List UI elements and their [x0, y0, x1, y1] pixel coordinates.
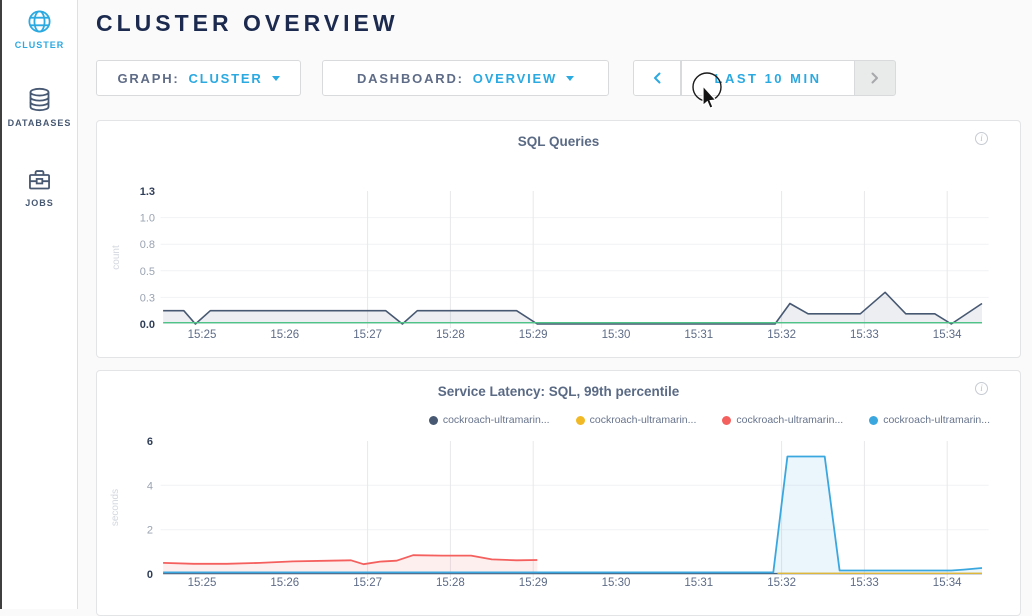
page-title: CLUSTER OVERVIEW [96, 10, 399, 36]
svg-text:1.0: 1.0 [140, 213, 155, 225]
chart-title: Service Latency: SQL, 99th percentile [437, 384, 680, 399]
chart-card-sql-queries: SQL Queries i 15:25 15:26 15:27 15:28 15:29 1… [96, 120, 1021, 358]
svg-text:15:26: 15:26 [270, 329, 299, 341]
briefcase-icon [29, 170, 50, 190]
svg-text:15:29: 15:29 [519, 329, 548, 341]
database-icon [29, 87, 50, 112]
time-prev-button[interactable] [633, 60, 681, 96]
time-range-selector: LAST 10 MIN [633, 60, 896, 96]
legend-dot-icon [722, 415, 732, 425]
svg-text:15:32: 15:32 [767, 329, 796, 341]
svg-text:15:25: 15:25 [188, 329, 217, 341]
globe-icon [28, 10, 51, 33]
chart-legend: cockroach-ultramarin... cockroach-ultrama… [428, 414, 990, 426]
legend-item[interactable]: cockroach-ultramarin... [722, 414, 843, 426]
svg-text:15:30: 15:30 [602, 577, 631, 589]
svg-text:15:27: 15:27 [353, 577, 382, 589]
svg-text:0.8: 0.8 [140, 239, 155, 251]
svg-text:15:33: 15:33 [850, 329, 879, 341]
info-icon[interactable]: i [975, 132, 988, 145]
sidebar-item-databases[interactable]: DATABASES [2, 86, 77, 128]
chevron-left-icon [654, 72, 661, 84]
legend-label: cockroach-ultramarin... [589, 414, 697, 426]
svg-text:15:32: 15:32 [767, 577, 796, 589]
svg-text:seconds: seconds [110, 489, 121, 526]
graph-dropdown[interactable]: GRAPH: CLUSTER [96, 60, 301, 96]
graph-dropdown-label: GRAPH: [117, 70, 180, 86]
svg-text:15:34: 15:34 [933, 577, 962, 589]
time-next-button[interactable] [854, 60, 896, 96]
sidebar-item-jobs[interactable]: JOBS [2, 166, 77, 208]
svg-text:15:29: 15:29 [519, 577, 548, 589]
sidebar-item-label: CLUSTER [14, 40, 65, 50]
legend-label: cockroach-ultramarin... [442, 414, 550, 426]
chevron-right-icon [871, 72, 878, 84]
svg-text:1.3: 1.3 [140, 186, 155, 198]
svg-text:0.5: 0.5 [140, 266, 155, 278]
dashboard-dropdown-value: OVERVIEW [472, 70, 558, 86]
sidebar-item-label: DATABASES [7, 118, 72, 128]
legend-dot-icon [428, 415, 438, 425]
svg-text:15:26: 15:26 [270, 577, 299, 589]
window-edge [0, 0, 2, 609]
legend-label: cockroach-ultramarin... [883, 414, 990, 426]
svg-text:15:31: 15:31 [684, 329, 713, 341]
sidebar: CLUSTER DATABASES JOBS [2, 0, 78, 609]
legend-dot-icon [575, 415, 585, 425]
svg-text:count: count [111, 245, 122, 270]
svg-text:15:28: 15:28 [436, 577, 465, 589]
service-latency-chart[interactable]: 15:25 15:26 15:27 15:28 15:29 15:30 15:31 15:32… [97, 426, 1020, 614]
legend-dot-icon [869, 415, 879, 425]
chart-title: SQL Queries [517, 134, 600, 149]
dashboard-dropdown-label: DASHBOARD: [356, 70, 464, 86]
svg-text:15:25: 15:25 [188, 577, 217, 589]
info-icon[interactable]: i [975, 382, 988, 395]
svg-text:15:28: 15:28 [436, 329, 465, 341]
svg-text:0.0: 0.0 [140, 319, 155, 331]
sidebar-item-label: JOBS [25, 198, 54, 208]
graph-dropdown-value: CLUSTER [188, 70, 263, 86]
svg-text:15:34: 15:34 [933, 329, 962, 341]
svg-text:15:27: 15:27 [353, 329, 382, 341]
chevron-down-icon [271, 75, 280, 81]
chevron-down-icon [566, 75, 575, 81]
chart-card-service-latency: Service Latency: SQL, 99th percentile i … [96, 370, 1021, 616]
svg-text:2: 2 [147, 525, 153, 537]
legend-item[interactable]: cockroach-ultramarin... [869, 414, 990, 426]
sidebar-item-cluster[interactable]: CLUSTER [2, 8, 77, 50]
legend-item[interactable]: cockroach-ultramarin... [428, 414, 550, 426]
svg-text:4: 4 [147, 480, 153, 492]
svg-text:15:33: 15:33 [850, 577, 879, 589]
svg-text:0: 0 [147, 569, 153, 581]
legend-label: cockroach-ultramarin... [736, 414, 844, 426]
svg-text:15:31: 15:31 [684, 577, 713, 589]
svg-text:0.3: 0.3 [140, 292, 155, 304]
sql-queries-chart[interactable]: 15:25 15:26 15:27 15:28 15:29 15:30 15:31 15:32… [97, 151, 1020, 357]
time-range-label[interactable]: LAST 10 MIN [681, 60, 854, 96]
svg-text:6: 6 [147, 436, 153, 448]
dashboard-dropdown[interactable]: DASHBOARD: OVERVIEW [322, 60, 609, 96]
svg-text:15:30: 15:30 [602, 329, 631, 341]
legend-item[interactable]: cockroach-ultramarin... [575, 414, 697, 426]
